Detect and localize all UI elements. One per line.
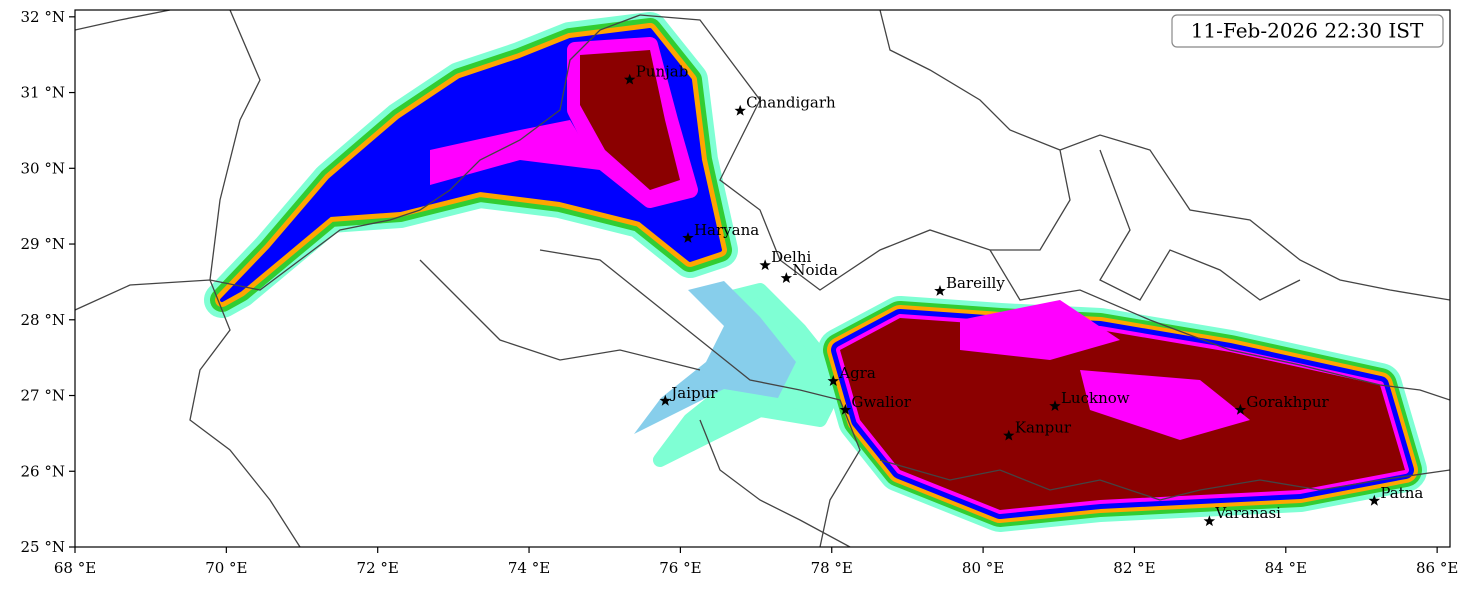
city-marker <box>659 394 671 406</box>
city-label: Chandigarh <box>746 94 836 112</box>
city-label: Bareilly <box>946 274 1005 292</box>
city-marker <box>1003 429 1015 441</box>
city-label: Noida <box>792 261 838 279</box>
x-tick-label: 86 °E <box>1416 559 1458 577</box>
x-tick-label: 84 °E <box>1265 559 1307 577</box>
city-marker <box>780 272 792 283</box>
y-tick-label: 32 °N <box>21 8 65 26</box>
city-marker <box>827 375 839 386</box>
x-tick-label: 70 °E <box>205 559 247 577</box>
timestamp-box: 11-Feb-2026 22:30 IST <box>1171 14 1444 48</box>
city-label: Haryana <box>694 221 759 239</box>
y-tick-label: 30 °N <box>21 159 65 177</box>
x-tick-label: 80 °E <box>962 559 1004 577</box>
city-marker <box>624 73 636 85</box>
city-label: Lucknow <box>1061 389 1130 407</box>
city-marker <box>1203 515 1216 527</box>
city-label: Gorakhpur <box>1246 393 1329 411</box>
city-marker <box>839 403 852 415</box>
city-marker <box>1234 403 1247 415</box>
x-tick-label: 76 °E <box>659 559 701 577</box>
city-label: Kanpur <box>1015 419 1072 437</box>
x-tick-label: 68 °E <box>54 559 96 577</box>
city-label: Agra <box>838 364 876 382</box>
y-tick-label: 25 °N <box>21 538 65 556</box>
city-label: Varanasi <box>1214 504 1281 522</box>
city-marker <box>1049 400 1061 411</box>
plot-frame <box>74 9 1451 548</box>
y-tick-label: 28 °N <box>21 311 65 329</box>
city-label: Patna <box>1380 484 1423 502</box>
city-label: Delhi <box>771 248 811 266</box>
precipitation <box>222 30 1405 510</box>
x-tick-label: 78 °E <box>811 559 853 577</box>
y-tick-label: 27 °N <box>21 387 65 405</box>
city-label: Punjab <box>636 63 689 81</box>
x-tick-label: 74 °E <box>508 559 550 577</box>
boundaries <box>75 10 1450 547</box>
city-marker <box>934 285 946 296</box>
y-tick-label: 29 °N <box>21 235 65 253</box>
city-marker <box>759 259 771 271</box>
timestamp-frame <box>1171 14 1444 48</box>
y-tick-label: 26 °N <box>21 462 65 480</box>
city-marker <box>1368 494 1380 506</box>
city-label: Gwalior <box>851 393 911 411</box>
city-marker <box>734 104 746 116</box>
x-tick-label: 82 °E <box>1113 559 1155 577</box>
city-label: Jaipur <box>669 384 718 402</box>
y-tick-label: 31 °N <box>21 84 65 102</box>
city-marker <box>682 232 694 243</box>
timestamp: 11-Feb-2026 22:30 IST <box>1191 19 1424 43</box>
x-tick-label: 72 °E <box>357 559 399 577</box>
